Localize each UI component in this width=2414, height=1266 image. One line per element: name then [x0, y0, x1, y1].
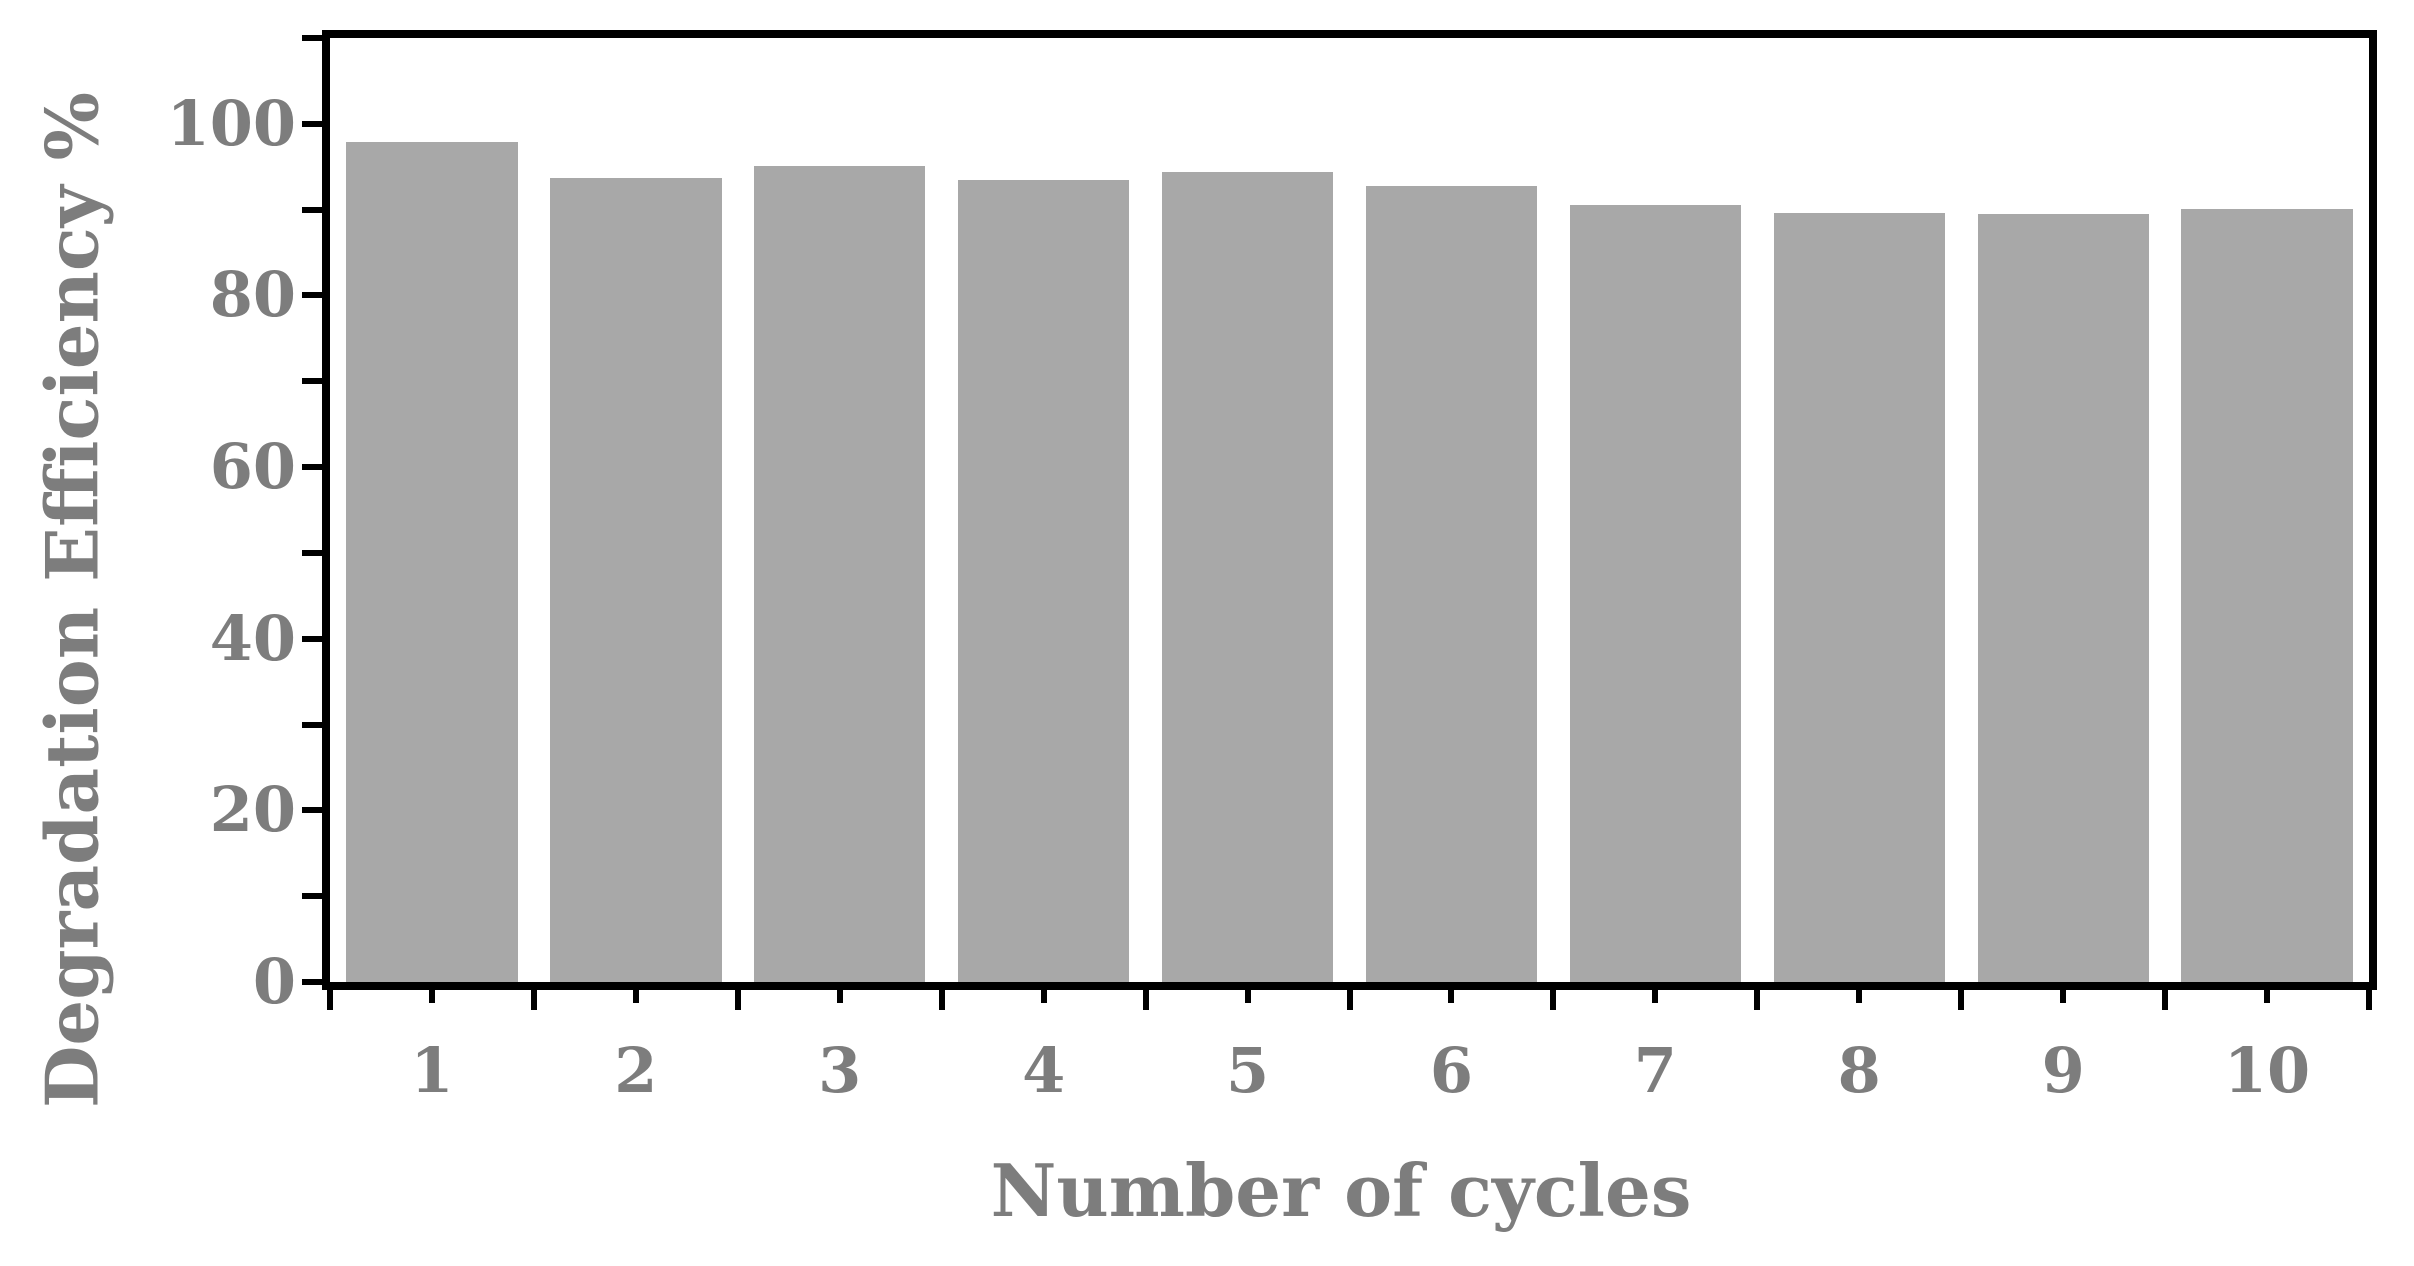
bar-cell-5	[1146, 38, 1350, 982]
x-boundary-tick-6	[1550, 990, 1557, 1010]
x-tick-label-8: 8	[1837, 1034, 1881, 1107]
x-axis-title: Number of cycles	[990, 1148, 1692, 1233]
x-tick-label-10: 10	[2223, 1034, 2311, 1107]
x-boundary-tick-3	[938, 990, 945, 1010]
x-boundary-tick-10	[2366, 990, 2372, 1010]
y-tick-110	[302, 35, 322, 41]
x-tick-label-9: 9	[2041, 1034, 2085, 1107]
bar-cell-4	[942, 38, 1146, 982]
x-center-tick-3	[836, 990, 843, 1003]
y-tick-label-100: 100	[166, 86, 296, 160]
y-tick-label-80: 80	[209, 258, 296, 332]
y-tick-100	[302, 120, 322, 127]
y-tick-label-20: 20	[209, 773, 296, 847]
x-center-tick-8	[1856, 990, 1863, 1003]
y-tick-20	[302, 807, 322, 814]
y-tick-label-0: 0	[252, 945, 296, 1018]
bar-cycle-5	[1161, 171, 1334, 982]
x-center-tick-9	[2060, 990, 2067, 1003]
y-tick-80	[302, 292, 322, 299]
x-center-tick-5	[1244, 990, 1251, 1003]
bar-cell-10	[2165, 38, 2369, 982]
y-tick-0	[302, 979, 322, 985]
bar-cycle-6	[1365, 185, 1538, 982]
bar-cell-8	[1757, 38, 1961, 982]
x-boundary-tick-1	[530, 990, 537, 1010]
y-tick-label-40: 40	[209, 601, 296, 675]
bars-row	[330, 38, 2369, 982]
y-axis-title: Degradation Efficiency %	[29, 91, 115, 1109]
x-center-tick-4	[1040, 990, 1047, 1003]
y-tick-60	[302, 464, 322, 471]
y-tick-10	[302, 893, 322, 900]
x-boundary-tick-8	[1958, 990, 1965, 1010]
x-center-tick-2	[632, 990, 639, 1003]
y-tick-label-60: 60	[209, 430, 296, 504]
bar-cell-9	[1961, 38, 2165, 982]
y-tick-50	[302, 549, 322, 556]
plot-area: 0 20 40 60 80 100 1 2 3 4 5 6 7 8 9 10	[167, 30, 2377, 1102]
y-tick-40	[302, 635, 322, 642]
bar-cycle-1	[346, 141, 518, 982]
y-tick-70	[302, 378, 322, 385]
x-tick-label-5: 5	[1225, 1034, 1270, 1107]
x-center-tick-7	[1652, 990, 1659, 1003]
x-center-tick-6	[1448, 990, 1455, 1003]
x-boundary-tick-9	[2162, 990, 2169, 1010]
bar-cell-7	[1553, 38, 1757, 982]
bar-cycle-8	[1773, 213, 1945, 982]
bar-cycle-2	[550, 177, 722, 982]
x-center-tick-1	[428, 990, 435, 1003]
bar-cycle-7	[1569, 204, 1742, 982]
y-tick-30	[302, 721, 322, 728]
x-tick-label-6: 6	[1429, 1034, 1474, 1107]
x-boundary-tick-7	[1754, 990, 1761, 1010]
bar-cell-2	[534, 38, 738, 982]
bar-cell-3	[738, 38, 942, 982]
x-boundary-tick-0	[327, 990, 333, 1010]
bar-cycle-9	[1977, 213, 2149, 982]
x-tick-label-2: 2	[614, 1034, 658, 1107]
x-boundary-tick-5	[1346, 990, 1353, 1010]
bar-cell-1	[330, 38, 534, 982]
bar-cell-6	[1350, 38, 1554, 982]
bar-cycle-4	[958, 180, 1130, 982]
x-boundary-tick-2	[734, 990, 741, 1010]
x-tick-label-7: 7	[1633, 1034, 1677, 1107]
bar-cycle-3	[754, 165, 926, 982]
x-tick-label-1: 1	[410, 1034, 454, 1107]
x-center-tick-10	[2264, 990, 2271, 1003]
bar-cycle-10	[2181, 208, 2353, 982]
y-tick-90	[302, 206, 322, 213]
x-boundary-tick-4	[1142, 990, 1149, 1010]
x-tick-label-4: 4	[1022, 1034, 1066, 1107]
x-tick-label-3: 3	[818, 1034, 862, 1107]
